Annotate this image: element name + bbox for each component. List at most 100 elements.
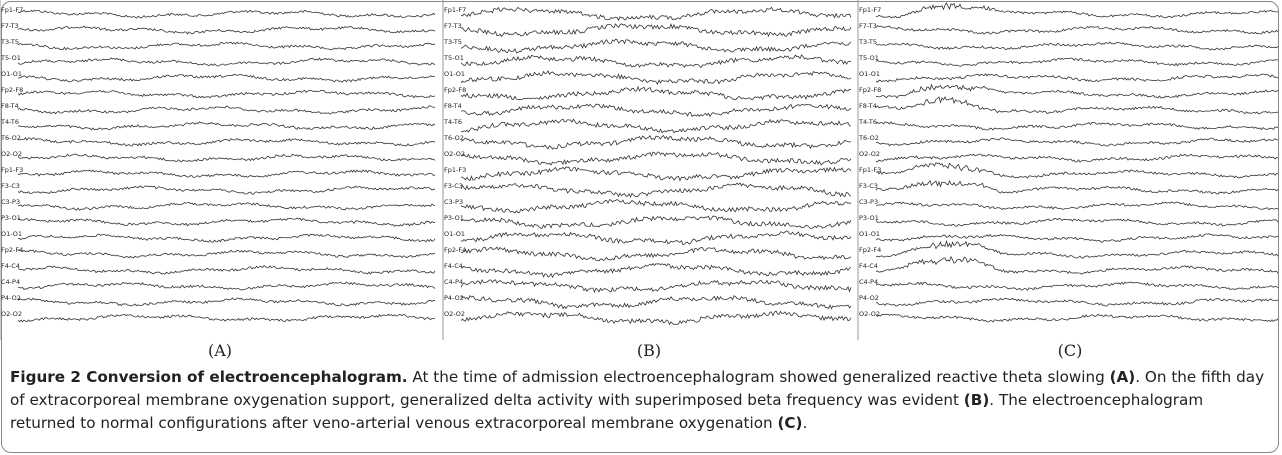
channel-label: T4-T6 <box>0 118 19 126</box>
eeg-trace <box>17 9 436 19</box>
eeg-trace <box>17 41 436 51</box>
eeg-trace <box>17 73 435 83</box>
channel-label: O1-O1 <box>444 70 465 78</box>
channel-label: P4-O2 <box>859 294 879 302</box>
caption-text: . The electroencephalogram returned to n… <box>10 391 1204 432</box>
channel-label: O2-O2 <box>444 150 465 158</box>
channel-label: F3-C3 <box>859 182 878 190</box>
eeg-trace <box>17 265 436 275</box>
channel-label: T6-O2 <box>443 134 464 142</box>
channel-label: T6-O2 <box>0 134 21 142</box>
channel-label: T5-O1 <box>0 54 21 62</box>
channel-label: F7-T3 <box>859 22 877 30</box>
channel-label: O1-O1 <box>859 70 880 78</box>
eeg-trace <box>460 118 852 134</box>
eeg-trace <box>17 201 436 211</box>
channel-label: O2-O2 <box>1 310 22 318</box>
eeg-figure: Fp1-F7 F7-T3 T3-T5 T5-O1 O1-O1 Fp2-F8 F8-T4 T4-… <box>0 0 1279 360</box>
channel-label: P3-O1 <box>444 214 464 222</box>
panel-label: (A) <box>208 341 232 360</box>
channel-label: T5-O1 <box>858 54 879 62</box>
eeg-trace <box>875 179 1279 195</box>
eeg-trace <box>876 2 1279 19</box>
eeg-trace <box>875 41 1279 51</box>
channel-label: O1-O1 <box>859 230 880 238</box>
channel-label: O1-O1 <box>444 230 465 238</box>
eeg-trace <box>460 215 852 230</box>
eeg-trace <box>460 295 852 310</box>
caption-text: At the time of admission electroencephal… <box>407 368 1110 386</box>
channel-label: F7-T3 <box>444 22 462 30</box>
eeg-trace <box>17 249 436 259</box>
eeg-trace <box>875 153 1279 163</box>
channel-label: P3-O1 <box>1 214 21 222</box>
eeg-trace <box>875 297 1279 307</box>
eeg-trace <box>17 89 436 99</box>
caption-text: . On the fifth day of extracorporeal mem… <box>10 368 1265 409</box>
eeg-trace <box>875 201 1279 211</box>
caption-text: . <box>802 414 808 432</box>
channel-label: Fp2-F4 <box>859 246 881 254</box>
eeg-trace <box>875 25 1279 35</box>
channel-label: Fp1-F7 <box>444 6 466 14</box>
channel-label: P4-O2 <box>444 294 464 302</box>
channel-label: Fp1-F3 <box>859 166 881 174</box>
eeg-trace <box>17 105 436 115</box>
channel-label: Fp2-F4 <box>444 246 466 254</box>
channel-label: Fp1-F7 <box>1 6 23 14</box>
eeg-trace <box>17 233 436 243</box>
channel-label: Fp1-F3 <box>444 166 466 174</box>
eeg-trace <box>875 83 1279 99</box>
channel-label: F8-T4 <box>859 102 877 110</box>
channel-label: O2-O2 <box>1 150 22 158</box>
channel-label: C3-P3 <box>1 198 20 206</box>
eeg-trace <box>875 255 1279 275</box>
eeg-trace <box>875 239 1279 259</box>
eeg-trace <box>875 96 1279 115</box>
channel-label: C4-P4 <box>859 278 878 286</box>
channel-label: T3-T5 <box>0 38 19 46</box>
eeg-trace <box>17 57 436 67</box>
eeg-trace <box>875 217 1279 227</box>
eeg-trace <box>875 233 1279 243</box>
eeg-trace <box>876 137 1279 147</box>
channel-label: F3-C3 <box>1 182 20 190</box>
eeg-trace <box>875 281 1279 291</box>
eeg-trace <box>460 246 852 262</box>
eeg-trace <box>875 161 1279 179</box>
eeg-trace <box>460 151 852 166</box>
eeg-trace <box>460 134 852 150</box>
eeg-trace <box>460 310 852 326</box>
eeg-trace <box>460 182 852 198</box>
eeg-trace <box>875 73 1279 83</box>
eeg-trace <box>17 121 436 131</box>
eeg-trace <box>17 185 436 195</box>
eeg-trace <box>461 262 852 279</box>
caption-title: Figure 2 Conversion of electroencephalog… <box>10 368 408 386</box>
channel-label: F8-T4 <box>1 102 19 110</box>
caption-panel-ref: (C) <box>777 414 803 432</box>
channel-label: O1-O1 <box>1 230 22 238</box>
eeg-trace <box>460 70 852 86</box>
channel-label: T4-T6 <box>858 118 877 126</box>
channel-label: Fp2-F8 <box>859 86 881 94</box>
panel-label: (B) <box>637 341 661 360</box>
channel-label: Fp2-F4 <box>1 246 23 254</box>
channel-label: F4-C4 <box>859 262 878 270</box>
eeg-trace <box>460 54 852 69</box>
channel-label: Fp2-F8 <box>1 86 23 94</box>
channel-label: C4-P4 <box>1 278 20 286</box>
channel-label: F8-T4 <box>444 102 462 110</box>
eeg-trace <box>460 199 852 214</box>
eeg-trace <box>18 169 436 178</box>
channel-label: T5-O1 <box>443 54 464 62</box>
eeg-trace <box>17 153 436 163</box>
channel-label: T6-O2 <box>858 134 879 142</box>
eeg-trace <box>875 121 1279 131</box>
caption-panel-ref: (A) <box>1109 368 1136 386</box>
eeg-trace <box>460 230 852 246</box>
eeg-trace <box>460 38 852 54</box>
channel-label: O2-O2 <box>859 310 880 318</box>
